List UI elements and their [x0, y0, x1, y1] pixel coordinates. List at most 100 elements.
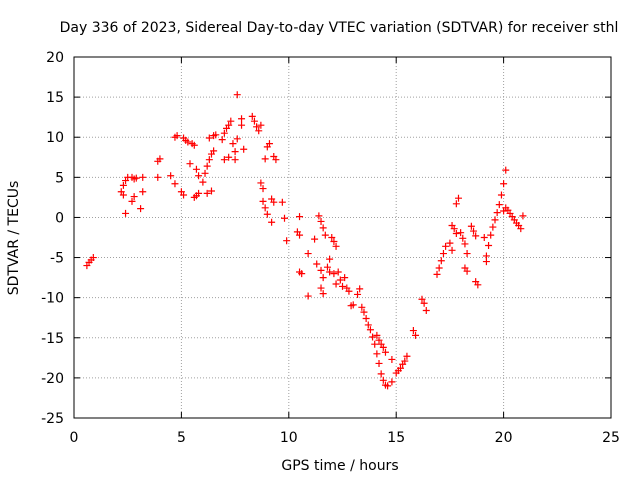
data-point — [435, 264, 443, 272]
data-point — [89, 254, 97, 262]
data-point — [203, 162, 211, 170]
data-point — [448, 246, 456, 254]
data-point — [373, 331, 381, 339]
data-point — [238, 115, 246, 123]
data-point — [167, 172, 175, 180]
data-point — [450, 225, 458, 233]
data-point — [137, 205, 145, 213]
data-point — [379, 343, 387, 351]
x-tick-label: 15 — [387, 430, 405, 446]
data-point — [373, 350, 381, 358]
data-point — [270, 198, 278, 206]
data-point — [265, 140, 273, 148]
y-tick-label: 5 — [55, 170, 64, 186]
data-point — [233, 135, 241, 143]
data-point — [366, 326, 374, 334]
data-point — [349, 301, 357, 309]
data-point — [500, 180, 508, 188]
data-point — [480, 234, 488, 241]
data-point — [227, 117, 235, 125]
data-point — [199, 178, 207, 186]
data-point — [263, 210, 271, 218]
data-point — [446, 239, 454, 247]
data-point — [192, 165, 200, 173]
data-point — [377, 370, 385, 378]
data-point — [238, 121, 246, 129]
data-point — [384, 382, 392, 390]
data-point — [330, 238, 338, 246]
data-point — [205, 134, 213, 142]
data-point — [502, 166, 510, 174]
data-point — [119, 191, 127, 199]
data-point — [336, 276, 344, 284]
data-point — [173, 132, 181, 140]
data-point — [205, 156, 213, 164]
data-point — [437, 257, 445, 265]
data-point — [341, 274, 349, 282]
data-point — [132, 174, 140, 182]
data-point — [381, 348, 389, 356]
data-point — [268, 218, 276, 226]
data-point — [317, 266, 325, 274]
data-point — [371, 340, 379, 348]
plot-frame — [73, 56, 612, 419]
data-point — [154, 173, 162, 181]
data-point — [517, 225, 525, 233]
data-point — [296, 213, 304, 221]
data-point — [130, 193, 138, 201]
data-point — [203, 189, 211, 197]
data-point — [278, 198, 286, 206]
data-point — [396, 364, 404, 372]
y-tick-label: -5 — [50, 251, 64, 267]
data-point — [231, 156, 239, 164]
data-point — [259, 185, 267, 193]
data-point — [304, 292, 312, 300]
data-point — [207, 187, 215, 195]
data-point — [409, 327, 417, 335]
data-point — [326, 255, 334, 263]
data-point — [334, 268, 342, 276]
x-axis-label: GPS time / hours — [281, 458, 398, 474]
data-point — [201, 169, 209, 177]
y-tick-label: 20 — [46, 50, 64, 66]
x-tick-label: 0 — [70, 430, 79, 446]
axis-ticks: 0 5 10 15 20 25 -25 -20 -15 -10 -5 0 5 10 15 20 — [41, 50, 620, 446]
data-point — [339, 282, 346, 290]
data-point — [315, 212, 323, 220]
data-point — [190, 141, 198, 149]
data-point — [253, 123, 261, 131]
data-point — [261, 204, 269, 212]
data-point — [210, 147, 218, 155]
data-point — [497, 191, 505, 199]
data-point — [487, 231, 495, 239]
data-point — [463, 267, 471, 275]
data-point — [311, 235, 319, 243]
data-point — [454, 194, 462, 202]
data-point — [457, 229, 465, 237]
data-point — [358, 303, 366, 311]
data-point — [319, 224, 327, 232]
data-point — [220, 156, 228, 164]
data-point — [231, 148, 239, 156]
data-point — [403, 352, 411, 360]
data-point — [323, 263, 331, 271]
data-point — [319, 274, 327, 282]
data-point — [248, 112, 256, 120]
data-point — [220, 129, 228, 137]
data-point — [472, 232, 480, 240]
data-point — [442, 242, 450, 250]
data-point — [240, 145, 248, 153]
data-point — [255, 127, 263, 135]
data-point — [332, 242, 340, 250]
data-point — [388, 355, 396, 363]
data-point — [356, 285, 364, 293]
data-point — [491, 216, 499, 224]
data-point — [119, 181, 127, 189]
data-point — [257, 179, 265, 187]
data-point — [319, 290, 327, 298]
data-point — [186, 160, 194, 168]
data-point — [375, 359, 383, 367]
data-point — [139, 188, 147, 196]
data-point — [180, 191, 188, 199]
data-point — [250, 117, 258, 125]
